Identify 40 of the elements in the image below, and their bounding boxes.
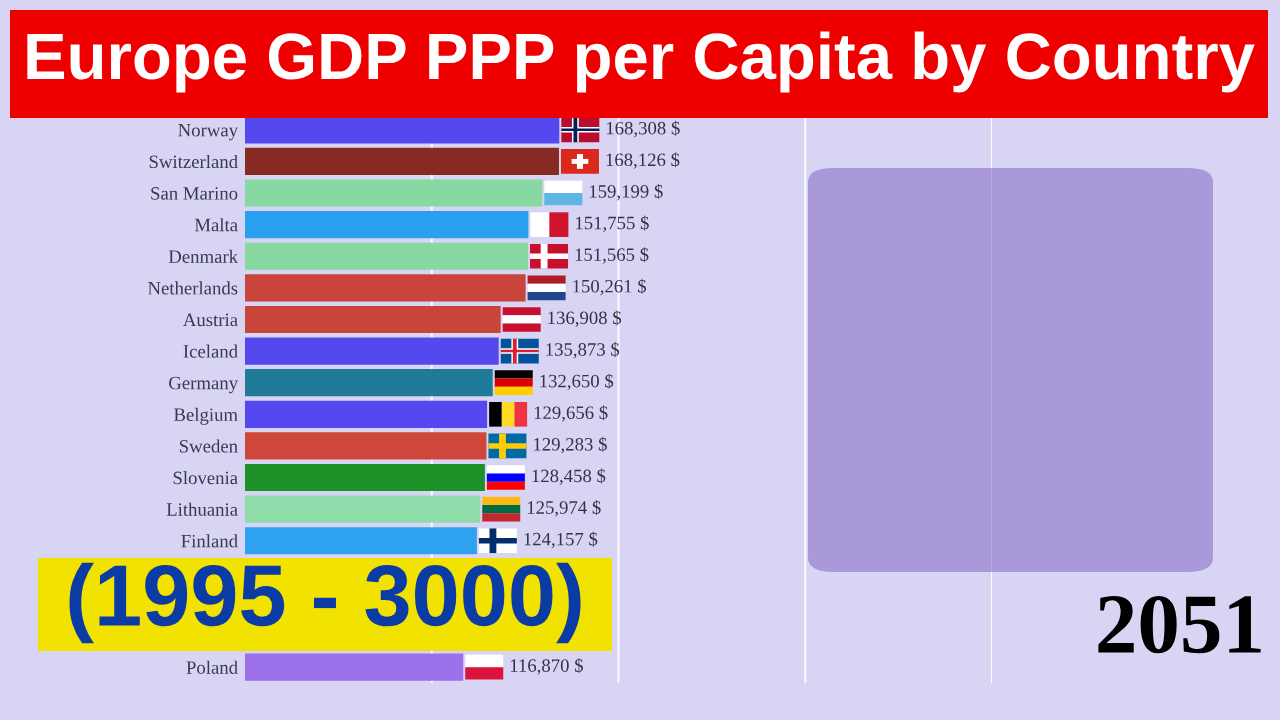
data-label: 129,283 $ (534, 436, 607, 454)
y-tick-label: Netherlands (148, 281, 238, 295)
bar (245, 179, 543, 207)
data-label: 128,458 $ (532, 468, 606, 485)
data-label: 129,656 $ (534, 405, 608, 422)
text: 2051 (1098, 595, 1261, 654)
data-label: 151,755 $ (576, 215, 649, 233)
data-label: 159,199 $ (589, 183, 663, 201)
y-tick-label: Denmark (168, 249, 239, 263)
bar (245, 653, 464, 681)
y-tick-label: Iceland (183, 344, 238, 358)
y-tick-label: Norway (178, 124, 238, 141)
y-tick-label: Germany (169, 376, 238, 394)
data-label: 124,157 $ (524, 531, 598, 549)
data-label: 135,873 $ (546, 342, 620, 359)
bar (245, 369, 493, 397)
y-tick-label: Belgium (174, 407, 238, 425)
bar (245, 495, 481, 523)
data-label: 116,870 $ (510, 658, 583, 675)
y-tick-label: Austria (183, 313, 238, 327)
bar (245, 274, 526, 302)
data-label: 168,126 $ (606, 152, 680, 169)
y-tick-label: Sweden (179, 439, 238, 453)
bar (245, 305, 501, 334)
y-tick-label: Malta (194, 218, 238, 232)
bar (245, 463, 485, 492)
data-label: 150,261 $ (573, 278, 647, 296)
y-tick-label: Lithuania (166, 502, 238, 516)
data-label: 136,908 $ (548, 310, 622, 327)
data-label: 168,308 $ (606, 120, 680, 138)
text: (1995 - 3000) (69, 562, 581, 644)
data-label: 132,650 $ (540, 373, 614, 391)
y-tick-label: Poland (186, 660, 238, 674)
data-label: 151,565 $ (575, 247, 649, 264)
y-tick-label: San Marino (151, 187, 238, 200)
y-tick-label: Finland (181, 534, 238, 548)
y-tick-label: Slovenia (173, 471, 238, 485)
y-tick-label: Switzerland (149, 154, 238, 169)
data-label: 125,974 $ (527, 500, 601, 517)
chart-title: Europe GDP PPP per Capita by Country (27, 31, 1255, 93)
